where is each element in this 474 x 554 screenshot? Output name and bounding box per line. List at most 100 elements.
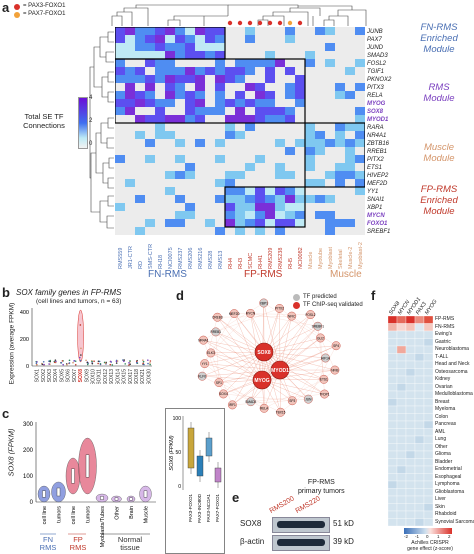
heatmap-cell: [315, 107, 326, 116]
heatmap-cell: [255, 123, 266, 132]
crispr-cell: [388, 390, 398, 399]
heatmap-cell: [195, 163, 206, 172]
heatmap-cell: [245, 43, 256, 52]
inset-y-tick: 100: [173, 416, 182, 422]
heatmap-cell: [285, 155, 296, 164]
data-point: [78, 356, 81, 359]
network-node-label: SP1: [216, 381, 222, 385]
network-node: [321, 353, 330, 363]
crispr-cell: [423, 368, 433, 377]
crispr-cell: [423, 330, 433, 339]
heatmap-cell: [215, 195, 226, 204]
data-point: [142, 360, 145, 363]
network-node-label: MYCN: [246, 312, 256, 316]
heatmap-cell: [355, 107, 365, 116]
data-point: [86, 361, 89, 364]
pax3-foxo1-dot: [14, 3, 20, 10]
heatmap-cell: [325, 75, 336, 84]
crispr-cell: [423, 413, 433, 422]
gene-tick-label: SOX2: [41, 369, 47, 383]
heatmap-cell: [185, 131, 196, 140]
heatmap-cell: [275, 227, 286, 235]
heatmap-cell: [205, 195, 216, 204]
crispr-cell: [405, 495, 416, 504]
heatmap-cell: [285, 195, 296, 204]
column-dendrogram: [111, 4, 367, 26]
network-node-label: CREB3: [212, 316, 223, 320]
network-node: [229, 309, 239, 318]
heatmap-cell: [285, 51, 296, 60]
crispr-cell: [414, 360, 425, 369]
network-node-label: SP3: [289, 399, 295, 403]
gene-tick-label: SOX10: [91, 369, 97, 384]
heatmap-cell: [345, 211, 356, 220]
heatmap-cell: [215, 203, 226, 212]
heatmap-cell: [215, 83, 226, 92]
sox8-fusion-inset-plot: SOX8 (FPKM) 100 50 0 PAX3-FOXO1 PAX3-INO80D PA…: [165, 408, 225, 554]
heatmap-cell: [245, 195, 256, 204]
heatmap-cell: [225, 59, 236, 68]
heatmap-cell: [125, 131, 136, 140]
crispr-row-label: Esophageal: [435, 473, 462, 480]
violin-box: [100, 496, 104, 500]
heatmap-cell: [225, 67, 236, 76]
heatmap-cell: [265, 139, 276, 148]
crispr-cell: [396, 510, 407, 519]
heatmap-cell: [265, 219, 276, 228]
heatmap-cell: [125, 147, 136, 156]
heatmap-cell: [275, 219, 286, 228]
lane-label-rms220: RMS220: [294, 495, 322, 515]
heatmap-cell: [325, 51, 336, 60]
heatmap-cell: [115, 115, 126, 124]
crispr-cell: [414, 503, 425, 512]
crispr-row-label: Liver: [435, 496, 446, 502]
sample-label: RMS559: [118, 247, 124, 269]
heatmap-cell: [295, 155, 306, 164]
heatmap-cell: [215, 75, 226, 84]
violin-box: [85, 454, 90, 478]
heatmap-cell: [355, 147, 365, 156]
heatmap-cell: [215, 219, 226, 228]
pax7-foxo1-dot: [14, 11, 20, 18]
heatmap-cell: [295, 139, 306, 148]
heatmap-cell: [135, 67, 146, 76]
crispr-cell: [388, 473, 398, 482]
heatmap-cell: [125, 171, 136, 180]
heatmap-cell: [225, 131, 236, 140]
heatmap-cell: [285, 75, 296, 84]
data-point: [35, 362, 38, 365]
heatmap-cell: [155, 147, 166, 156]
heatmap-cell: [355, 171, 365, 180]
heatmap-cell: [285, 179, 296, 188]
heatmap-cell: [305, 51, 316, 60]
crispr-cell: [423, 383, 433, 392]
y-tick-label: 0: [26, 364, 29, 370]
heatmap-cell: [135, 123, 146, 132]
crispr-cell: [405, 503, 416, 512]
heatmap-cell: [275, 67, 286, 76]
data-point: [129, 360, 131, 362]
heatmap-cell: [115, 203, 126, 212]
crispr-cell: [423, 338, 433, 347]
crispr-cell: [388, 353, 398, 362]
network-node: [197, 371, 207, 381]
crispr-cell: [414, 510, 425, 519]
data-point: [123, 360, 125, 363]
heatmap-cell: [275, 51, 286, 60]
gene-label: MYOG: [367, 101, 386, 107]
heatmap-cell: [205, 51, 216, 60]
heatmap-cell: [155, 163, 166, 172]
heatmap-cell: [205, 139, 216, 148]
heatmap-cell: [235, 203, 246, 212]
heatmap-cell: [315, 43, 326, 52]
heatmap-cell: [225, 211, 236, 220]
heatmap-cell: [285, 27, 296, 36]
heatmap-cell: [185, 123, 196, 132]
module-label-fn-rms: FN-RMS Enriched Module: [404, 22, 474, 55]
network-edge: [261, 357, 326, 381]
heatmap-cell: [265, 203, 276, 212]
heatmap-cell: [295, 203, 306, 212]
crispr-cell: [405, 390, 416, 399]
crispr-row-label: Lymphoma: [435, 481, 460, 487]
heatmap-cell: [115, 147, 126, 156]
